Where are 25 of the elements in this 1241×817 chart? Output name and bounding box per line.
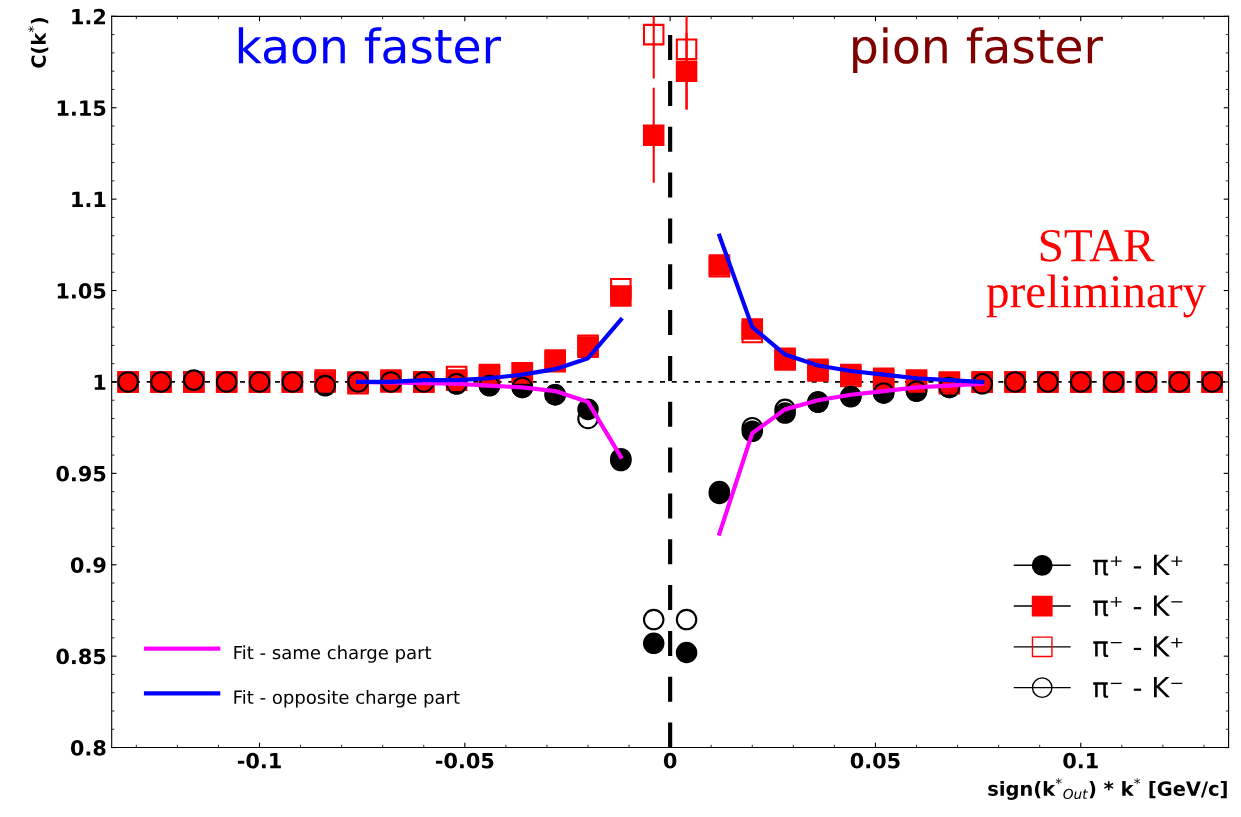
legend-label: Fit - opposite charge part (234, 690, 460, 708)
y-tick-label: 0.95 (56, 465, 106, 482)
x-tick-label: 0 (663, 752, 677, 769)
x-tick-label: 0.1 (1063, 752, 1098, 769)
annotation: STAR preliminary (986, 229, 1207, 318)
x-tick-label: -0.05 (435, 752, 494, 769)
legend-label: π⁻ - K⁺ (1093, 636, 1183, 658)
legend-label: π⁺ - K⁺ (1093, 554, 1183, 576)
legend-label: π⁺ - K⁻ (1093, 595, 1183, 617)
y-tick-label: 1.1 (72, 191, 106, 208)
annotation: pion faster (853, 27, 1103, 74)
annotation: kaon faster (238, 27, 501, 64)
y-tick-label: 1.15 (57, 100, 106, 116)
y-tick-label: 1.2 (72, 8, 106, 25)
y-tick-label: 0.85 (56, 648, 106, 665)
x-tick-label: -0.1 (237, 752, 281, 769)
y-tick-label: 1 (94, 374, 106, 390)
legend-label: π⁻ - K⁻ (1093, 677, 1183, 698)
legend-label: Fit - same charge part (234, 645, 432, 663)
x-axis-title: sign(k$^{*}$$_{Out}$) * k$^{*}$ [GeV/c] (988, 778, 1227, 800)
x-tick-label: 0.05 (850, 752, 900, 769)
y-tick-label: 0.9 (70, 557, 106, 573)
y-tick-label: 0.8 (70, 740, 106, 756)
y-axis-title: C(k$^{*}$) (28, 18, 49, 68)
y-tick-label: 1.05 (57, 283, 106, 299)
